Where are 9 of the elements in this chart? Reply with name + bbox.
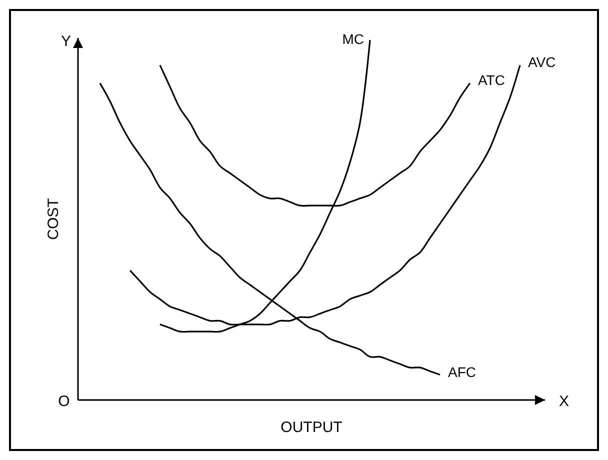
text: X bbox=[559, 393, 570, 410]
text: O bbox=[58, 393, 70, 410]
series-label: ATC bbox=[478, 72, 505, 88]
series-label: AVC bbox=[528, 54, 556, 70]
series-label: MC bbox=[342, 31, 364, 47]
text: Y bbox=[60, 33, 72, 50]
series-label: AFC bbox=[448, 364, 476, 380]
y-axis-title: COST bbox=[45, 198, 62, 240]
x-axis-title: OUTPUT bbox=[280, 419, 342, 436]
